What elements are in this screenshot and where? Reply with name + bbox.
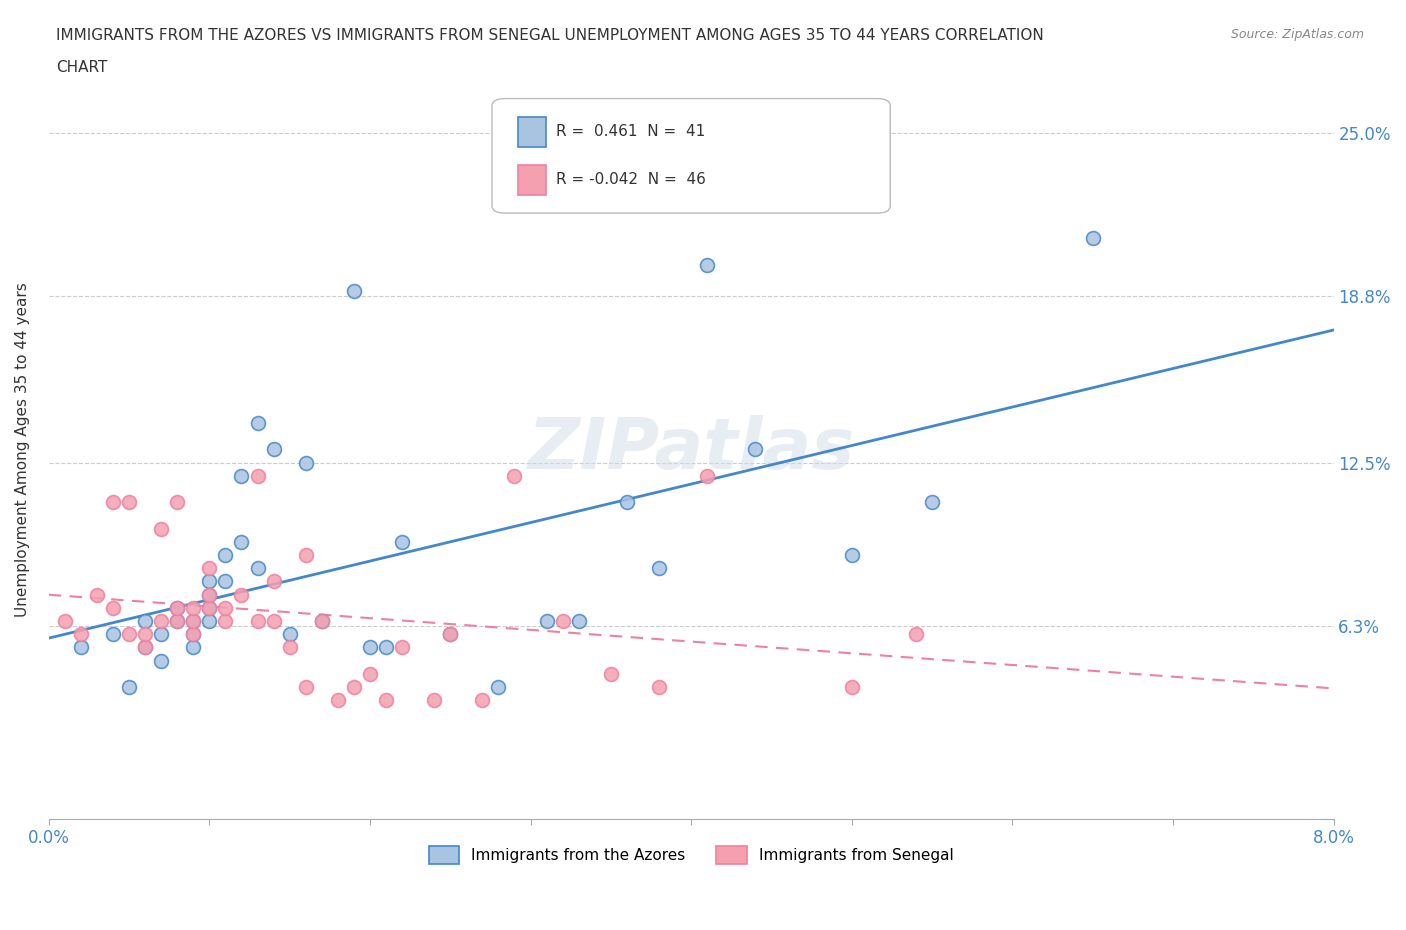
Point [198,601,221,616]
Point [134,640,156,655]
Point [181,627,204,642]
Point [294,548,316,563]
Point [841,548,863,563]
Point [246,416,269,431]
Text: Source: ZipAtlas.com: Source: ZipAtlas.com [1230,28,1364,41]
Point [101,601,124,616]
Point [599,666,621,681]
Point [439,627,461,642]
Point [214,574,236,589]
Point [166,601,188,616]
Point [486,680,509,695]
Point [181,614,204,629]
Point [231,469,253,484]
Point [375,640,398,655]
FancyBboxPatch shape [517,165,546,194]
Point [278,640,301,655]
Point [343,680,366,695]
Point [391,535,413,550]
Point [214,614,236,629]
Point [744,442,766,457]
Point [921,495,943,510]
FancyBboxPatch shape [517,117,546,147]
Point [166,614,188,629]
Point [198,587,221,602]
Point [904,627,927,642]
Point [263,442,285,457]
Point [214,601,236,616]
Point [375,693,398,708]
Point [166,614,188,629]
Point [294,455,316,470]
Point [150,653,173,668]
Point [134,640,156,655]
Point [134,627,156,642]
Point [278,627,301,642]
Point [150,521,173,536]
Point [181,614,204,629]
Point [198,601,221,616]
Point [1081,231,1104,246]
Point [181,640,204,655]
Point [536,614,558,629]
Point [101,495,124,510]
Point [198,587,221,602]
Point [118,627,141,642]
Point [841,680,863,695]
Point [263,614,285,629]
Point [246,469,269,484]
Point [423,693,446,708]
Point [166,601,188,616]
Point [359,640,381,655]
Text: R = -0.042  N =  46: R = -0.042 N = 46 [557,172,706,187]
Point [118,680,141,695]
Point [198,574,221,589]
Point [503,469,526,484]
Point [696,258,718,272]
Point [343,284,366,299]
Point [648,680,671,695]
Point [648,561,671,576]
Point [263,574,285,589]
Text: IMMIGRANTS FROM THE AZORES VS IMMIGRANTS FROM SENEGAL UNEMPLOYMENT AMONG AGES 35: IMMIGRANTS FROM THE AZORES VS IMMIGRANTS… [56,28,1045,43]
Point [198,561,221,576]
Point [551,614,574,629]
Point [294,680,316,695]
Point [134,614,156,629]
Point [246,561,269,576]
Point [696,469,718,484]
Point [198,614,221,629]
Y-axis label: Unemployment Among Ages 35 to 44 years: Unemployment Among Ages 35 to 44 years [15,282,30,617]
Point [568,614,591,629]
Point [150,614,173,629]
Point [231,587,253,602]
Text: ZIPatlas: ZIPatlas [527,415,855,484]
Point [246,614,269,629]
Point [181,627,204,642]
Point [166,495,188,510]
Legend: Immigrants from the Azores, Immigrants from Senegal: Immigrants from the Azores, Immigrants f… [422,840,960,870]
Point [359,666,381,681]
FancyBboxPatch shape [492,99,890,213]
Text: R =  0.461  N =  41: R = 0.461 N = 41 [557,125,706,140]
Point [616,495,638,510]
Point [70,640,93,655]
Point [391,640,413,655]
Point [439,627,461,642]
Point [311,614,333,629]
Point [214,548,236,563]
Point [471,693,494,708]
Point [326,693,349,708]
Point [311,614,333,629]
Text: CHART: CHART [56,60,108,75]
Point [118,495,141,510]
Point [86,587,108,602]
Point [53,614,76,629]
Point [70,627,93,642]
Point [150,627,173,642]
Point [181,601,204,616]
Point [101,627,124,642]
Point [231,535,253,550]
